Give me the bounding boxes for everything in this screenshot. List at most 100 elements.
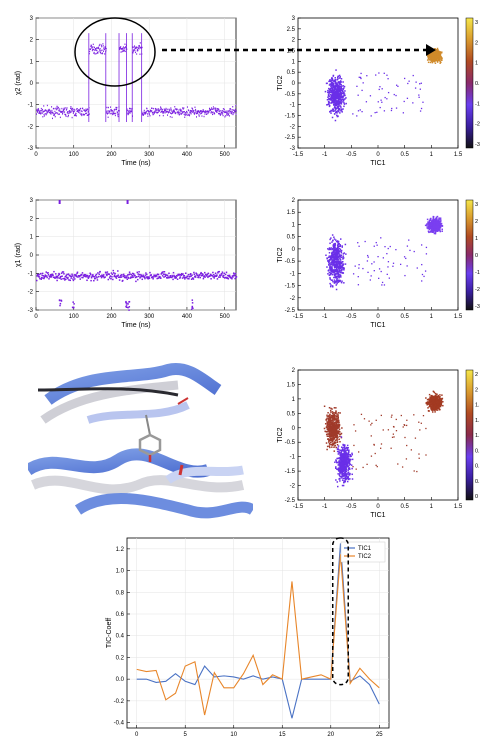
scatter-point [333,264,335,266]
scatter-point [326,434,328,436]
scatter-point [332,281,334,283]
data-point [53,271,55,273]
scatter-point [330,237,332,239]
x-tick-label: 1.5 [454,314,463,320]
scatter-point [331,423,333,425]
data-point [190,273,192,275]
data-point [70,277,72,279]
data-point [223,273,225,275]
scatter-point [333,446,335,448]
data-point [122,280,124,282]
scatter-point [351,468,353,470]
colorbar-tick-label: 3 [475,202,478,208]
scatter-point [383,257,384,258]
scatter-point [353,273,354,274]
scatter-point [343,478,345,480]
data-point [73,303,75,305]
scatter-point [340,452,342,454]
scatter-point [333,424,335,426]
data-point [184,278,186,280]
scatter-point [336,254,338,256]
scatter-point [432,229,434,231]
scatter-point [337,481,339,483]
data-point [125,301,127,303]
data-point [121,274,123,276]
data-point [110,278,112,280]
data-point [114,275,116,277]
scatter-point [335,466,337,468]
scatter-point [426,253,427,254]
scatter-point [335,417,337,419]
scatter-point [440,227,442,229]
scatter-point [347,445,349,447]
scatter-point [337,418,339,420]
scatter-point [330,410,332,412]
data-point [66,274,68,276]
data-point [131,277,133,279]
data-point [98,276,100,278]
data-point [110,275,112,277]
scatter-point [336,462,338,464]
data-point [38,274,40,276]
scatter-point [339,250,341,252]
y-tick-label: 0 [292,426,296,432]
data-point [213,274,215,276]
scatter-point [351,464,353,466]
data-point [47,272,49,274]
data-point [86,280,88,282]
scatter-point [336,262,338,264]
scatter-point [332,434,334,436]
scatter-point [381,284,382,285]
scatter-point [335,419,337,421]
scatter-point [337,444,339,446]
data-point [118,274,120,276]
scatter-point [345,457,347,459]
data-point [159,276,161,278]
scatter-point [335,460,337,462]
scatter-point [358,246,359,247]
scatter-point [342,467,344,469]
data-point [60,303,62,305]
scatter-point [333,236,335,238]
scatter-point [339,480,341,482]
data-point [68,279,70,281]
scatter-point [430,397,432,399]
scatter-point [335,281,337,283]
x-tick-label: 0.5 [400,314,409,320]
scatter-point [330,438,332,440]
scatter-point [327,412,329,414]
data-point [48,274,50,276]
data-point [208,273,210,275]
x-axis-label: Time (ns) [121,322,150,329]
data-point [128,277,130,279]
scatter-point [338,460,340,462]
scatter-point [349,463,351,465]
data-point [126,277,128,279]
scatter-point [428,399,430,401]
scatter-point [342,470,344,472]
data-point [223,275,225,277]
scatter-point [434,407,436,409]
y-tick-label: -1.5 [285,469,296,475]
scatter-point [344,451,346,453]
data-point [182,273,184,275]
scatter-point [349,467,351,469]
colorbar-tick-label: 1 [475,236,478,242]
data-point [52,275,54,277]
data-point [220,274,222,276]
y-tick-label: 1 [292,397,296,403]
data-point [106,275,108,277]
scatter-point [378,278,379,279]
scatter-point [328,426,330,428]
scatter-point [324,428,326,430]
scatter-point [330,284,332,286]
scatter-point [340,249,342,251]
scatter-point [327,446,329,448]
data-point [215,273,217,275]
scatter-point [436,399,438,401]
data-point [79,276,81,278]
data-point [199,277,201,279]
plot-frame [298,370,458,500]
scatter-point [426,225,428,227]
scatter-point [340,256,342,258]
